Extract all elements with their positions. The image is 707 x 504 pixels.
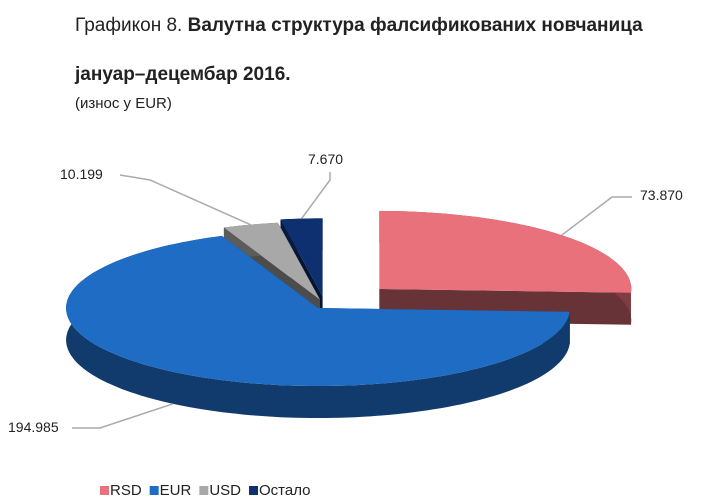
leader-line: [72, 403, 174, 429]
legend-swatch: [249, 486, 259, 495]
chart-title: Графикон 8. Валутна структура фалсификов…: [75, 15, 643, 36]
subtitle: (износ у EUR): [75, 95, 172, 112]
leader-line: [119, 174, 251, 226]
data-label: 7.670: [308, 151, 343, 167]
legend-label: Остало: [259, 482, 310, 499]
legend-swatch: [100, 486, 109, 495]
data-label: 194.985: [8, 419, 59, 435]
title-label: Графикон 8.: [75, 15, 182, 36]
slice: [66, 235, 570, 386]
data-label: 10.199: [60, 166, 103, 182]
title-main: Валутна структура фалсификованих новчани…: [188, 15, 644, 36]
legend-label: EUR: [160, 482, 192, 499]
slice: [280, 218, 323, 297]
leader-line: [561, 196, 632, 236]
slice: [223, 222, 320, 300]
slice: [379, 211, 632, 293]
legend-label: USD: [209, 482, 241, 499]
legend-swatch: [199, 486, 209, 495]
leader-line: [300, 172, 331, 220]
title-period: јануар–децембар 2016.: [74, 64, 291, 85]
legend-swatch: [149, 486, 159, 495]
data-label: 73.870: [640, 187, 683, 203]
legend-label: RSD: [110, 482, 142, 499]
